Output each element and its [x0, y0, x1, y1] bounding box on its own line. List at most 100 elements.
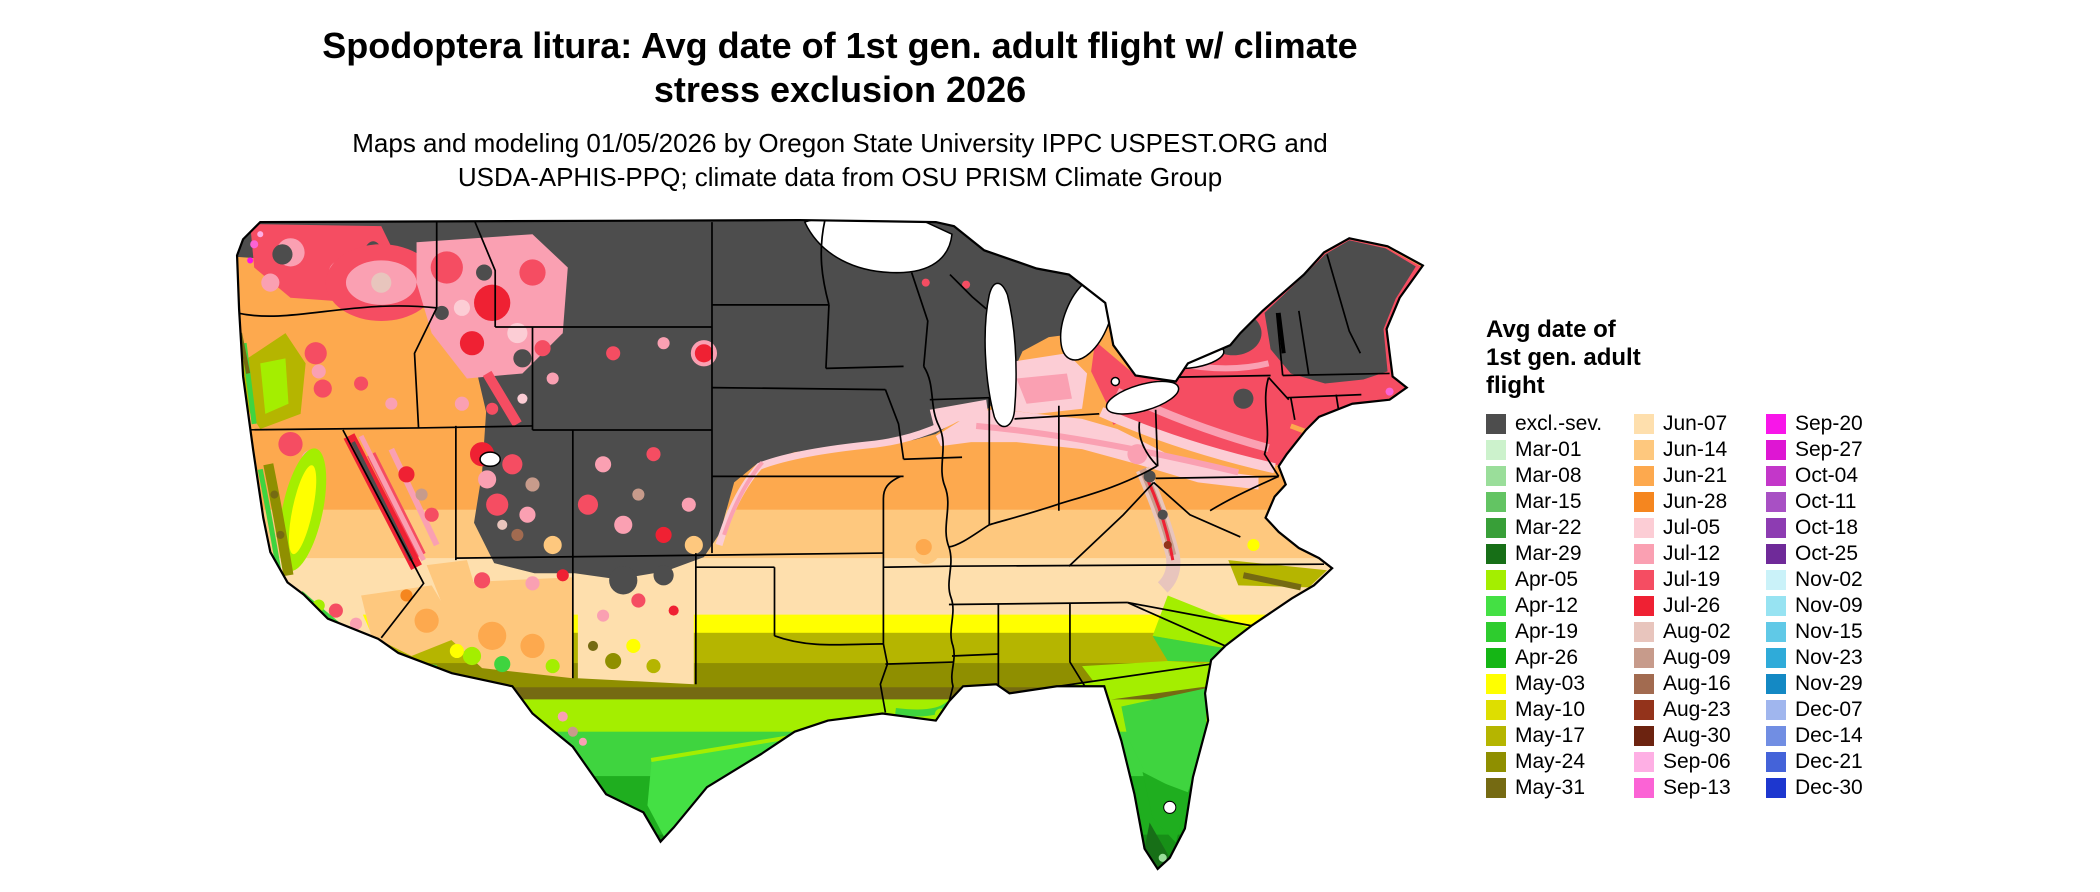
legend-entry: Sep-13	[1634, 776, 1766, 799]
legend-label: May-24	[1515, 750, 1586, 773]
legend-label: Jun-07	[1663, 412, 1728, 435]
legend-entry: May-24	[1486, 750, 1634, 773]
subtitle-line-2: USDA-APHIS-PPQ; climate data from OSU PR…	[457, 162, 1223, 192]
arizona-region	[441, 569, 573, 679]
legend-swatch	[1766, 622, 1786, 642]
legend-entry: May-31	[1486, 776, 1634, 799]
legend-swatch	[1634, 622, 1654, 642]
legend-entry: Aug-02	[1634, 620, 1766, 643]
legend-label: Dec-30	[1795, 776, 1863, 799]
legend-label: Jul-05	[1663, 516, 1721, 539]
legend-entry: Apr-12	[1486, 594, 1634, 617]
legend-label: excl.-sev.	[1515, 412, 1603, 435]
legend-entry: Aug-30	[1634, 724, 1766, 747]
legend-label: Sep-06	[1663, 750, 1731, 773]
legend-columns: excl.-sev. Mar-01 Mar-08 Mar-15 Mar-22 Mar-29…	[1486, 412, 2086, 804]
legend-label: Oct-25	[1795, 542, 1859, 565]
us-map-svg	[235, 218, 1425, 871]
legend-entry: Aug-16	[1634, 672, 1766, 695]
legend-label: Aug-09	[1663, 646, 1731, 669]
legend-swatch	[1766, 778, 1786, 798]
legend-swatch	[1486, 414, 1506, 434]
legend-swatch	[1766, 466, 1786, 486]
legend-swatch	[1486, 492, 1506, 512]
legend-entry: Oct-18	[1766, 516, 1908, 539]
legend-label: Mar-22	[1515, 516, 1582, 539]
legend-swatch	[1766, 570, 1786, 590]
legend-swatch	[1766, 674, 1786, 694]
legend-swatch	[1486, 700, 1506, 720]
legend-label: Oct-18	[1795, 516, 1859, 539]
legend-swatch	[1486, 726, 1506, 746]
legend-swatch	[1766, 518, 1786, 538]
legend-swatch	[1766, 726, 1786, 746]
legend-swatch	[1486, 648, 1506, 668]
legend-swatch	[1766, 596, 1786, 616]
state-borders	[237, 220, 1390, 715]
legend-swatch	[1634, 674, 1654, 694]
legend-label: Aug-16	[1663, 672, 1731, 695]
legend-entry: Mar-22	[1486, 516, 1634, 539]
legend-title-line-2: 1st gen. adult	[1486, 344, 1641, 371]
legend-entry: Sep-06	[1634, 750, 1766, 773]
legend-label: Mar-08	[1515, 464, 1582, 487]
legend-label: Jul-12	[1663, 542, 1721, 565]
legend-swatch	[1634, 414, 1654, 434]
legend-label: Aug-02	[1663, 620, 1731, 643]
legend-label: Oct-11	[1795, 490, 1857, 513]
utah-region	[469, 442, 562, 555]
legend-swatch	[1634, 752, 1654, 772]
legend-entry: Jun-21	[1634, 464, 1766, 487]
page-title: Spodoptera litura: Avg date of 1st gen. …	[0, 24, 1680, 112]
legend-swatch	[1486, 466, 1506, 486]
legend-entry: Apr-19	[1486, 620, 1634, 643]
legend-label: Jun-14	[1663, 438, 1728, 461]
legend-swatch	[1486, 752, 1506, 772]
legend-swatch	[1766, 752, 1786, 772]
legend-column-1: excl.-sev. Mar-01 Mar-08 Mar-15 Mar-22 Mar-29…	[1486, 412, 1634, 804]
legend-entry: Oct-25	[1766, 542, 1908, 565]
legend-entry: Jul-12	[1634, 542, 1766, 565]
legend-entry: Dec-07	[1766, 698, 1908, 721]
legend-swatch	[1486, 544, 1506, 564]
legend-swatch	[1486, 570, 1506, 590]
legend-swatch	[1634, 726, 1654, 746]
legend-entry: Dec-30	[1766, 776, 1908, 799]
legend-swatch	[1634, 570, 1654, 590]
legend-entry: Apr-05	[1486, 568, 1634, 591]
appalachian-ridge	[1127, 444, 1181, 593]
legend-label: Apr-19	[1515, 620, 1579, 643]
legend-swatch	[1486, 622, 1506, 642]
legend-label: Nov-15	[1795, 620, 1863, 643]
legend-label: Apr-26	[1515, 646, 1579, 669]
legend-entry: Jul-05	[1634, 516, 1766, 539]
legend-swatch	[1766, 492, 1786, 512]
legend-swatch	[1766, 700, 1786, 720]
legend-swatch	[1634, 596, 1654, 616]
legend-label: May-10	[1515, 698, 1586, 721]
legend-entry: Nov-23	[1766, 646, 1908, 669]
legend-entry: Mar-15	[1486, 490, 1634, 513]
legend-entry: May-17	[1486, 724, 1634, 747]
legend-label: Jun-28	[1663, 490, 1728, 513]
legend-swatch	[1634, 466, 1654, 486]
legend-label: Jul-19	[1663, 568, 1721, 591]
great-lakes	[479, 220, 1286, 468]
legend-swatch	[1486, 518, 1506, 538]
legend-entry: Nov-15	[1766, 620, 1908, 643]
map-legend: Avg date of 1st gen. adult flight excl.-…	[1486, 316, 2086, 804]
legend-label: Apr-05	[1515, 568, 1579, 591]
legend-label: Sep-27	[1795, 438, 1863, 461]
legend-label: Mar-29	[1515, 542, 1582, 565]
us-map	[230, 212, 1440, 878]
legend-label: Dec-14	[1795, 724, 1863, 747]
legend-label: Nov-09	[1795, 594, 1863, 617]
legend-entry: excl.-sev.	[1486, 412, 1634, 435]
legend-entry: Jun-28	[1634, 490, 1766, 513]
legend-label: Apr-12	[1515, 594, 1579, 617]
legend-label: Nov-29	[1795, 672, 1863, 695]
legend-label: Nov-23	[1795, 646, 1863, 669]
legend-label: Mar-01	[1515, 438, 1582, 461]
legend-label: May-03	[1515, 672, 1586, 695]
legend-label: Oct-04	[1795, 464, 1859, 487]
